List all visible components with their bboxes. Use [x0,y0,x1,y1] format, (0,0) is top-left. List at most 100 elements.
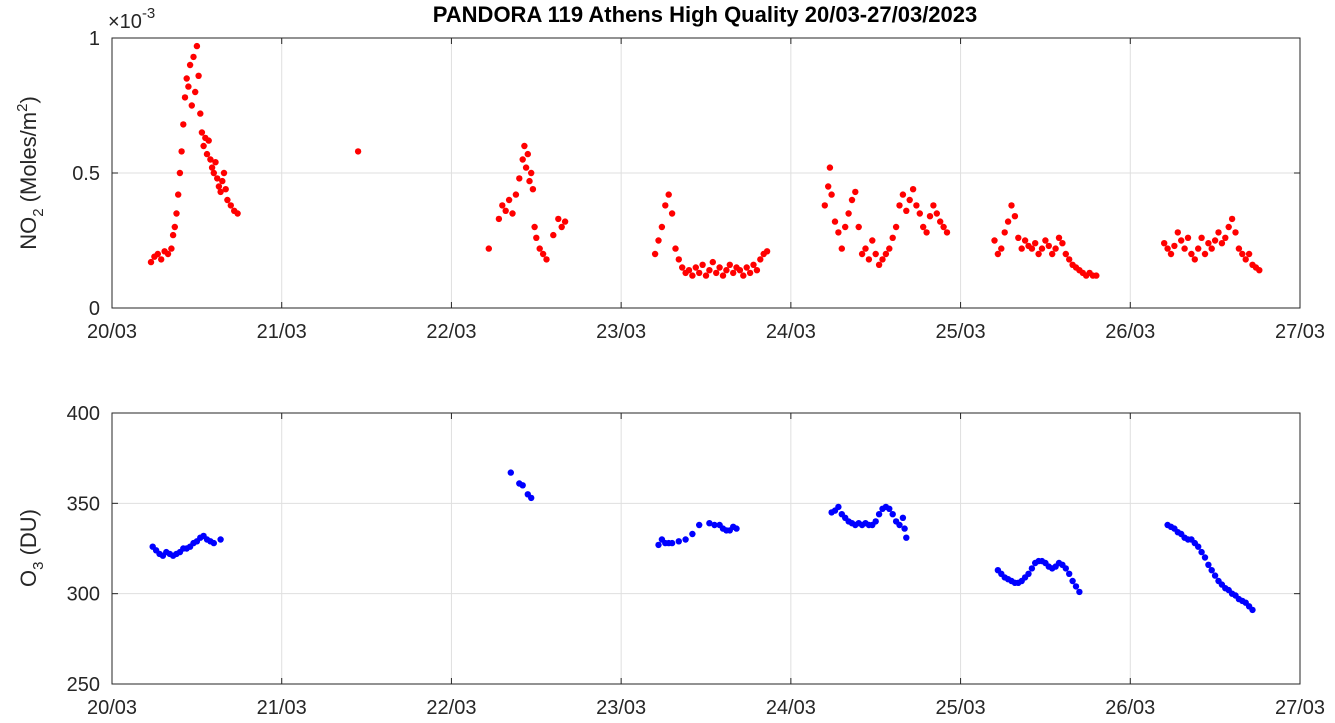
data-point [526,177,533,185]
data-point [195,72,202,80]
data-point [831,218,839,225]
data-point [1042,237,1049,244]
data-point [848,196,856,204]
o3-axes: 20/03 21/03 22/03 23/03 24/03 25/03 26/03 27/03… [16,403,1325,719]
data-point [192,88,199,96]
y-tick-label: 400 [67,403,100,425]
data-point [675,256,682,263]
data-point [665,191,672,198]
data-point [175,191,182,198]
data-point [158,256,165,263]
data-point [1001,229,1008,236]
data-point [672,245,679,252]
data-point [723,267,730,274]
data-point [1032,240,1039,247]
data-point [706,520,713,527]
data-point [1025,570,1032,577]
data-point [1208,567,1215,574]
data-point [875,261,883,268]
data-point [675,538,682,545]
data-point [217,188,224,196]
data-point [991,237,998,244]
data-point [505,196,513,204]
data-point [889,234,896,241]
data-point [197,110,204,117]
data-point [869,237,876,244]
data-point [872,518,879,525]
data-point [1205,561,1212,568]
data-point [1167,250,1175,258]
data-point [180,121,187,128]
data-point [485,245,492,252]
data-point [892,223,900,231]
data-point [933,210,940,217]
data-point [558,223,565,231]
y-tick-label: 0.5 [72,163,100,185]
data-point [655,237,662,244]
data-point [521,142,528,150]
data-point [524,150,531,158]
data-point [536,245,543,252]
data-point [217,536,224,543]
data-point [173,210,180,217]
data-point [220,169,228,177]
data-point [531,223,538,231]
data-point [1198,234,1205,241]
x-tick-label: 27/03 [1275,697,1325,719]
data-point [906,196,913,204]
data-point [651,250,659,258]
figure-title: PANDORA 119 Athens High Quality 20/03-27… [433,2,978,27]
data-point [930,202,937,209]
data-point [1191,256,1199,263]
y-exponent-label: ×10-3 [108,5,155,33]
data-point [658,223,666,231]
data-point [543,256,550,263]
x-tick-label: 25/03 [936,321,986,343]
data-point [205,137,212,144]
data-point [1052,245,1059,252]
data-point [1208,245,1215,252]
y-tick-label: 250 [67,674,100,696]
data-point [186,61,194,69]
data-point [730,269,737,277]
data-point [200,142,207,150]
data-point [499,202,506,209]
data-point [899,514,907,521]
data-point [210,169,217,177]
data-point [533,234,540,241]
y-tick-label: 350 [67,493,100,515]
data-point [858,250,866,258]
data-point [227,202,234,209]
data-point [679,264,686,271]
x-tick-label: 25/03 [936,697,986,719]
data-point [865,256,873,263]
data-point [193,42,201,50]
data-point [746,269,754,277]
data-point [845,210,852,217]
data-point [1072,583,1080,590]
data-point [899,191,907,198]
data-point [164,250,172,258]
data-point [699,261,706,268]
data-point [169,231,177,239]
data-point [696,269,703,277]
x-tick-label: 27/03 [1275,321,1325,343]
data-point [1008,202,1015,209]
y-tick-label: 1 [89,28,100,50]
x-tick-label: 22/03 [426,697,476,719]
data-point [1222,234,1229,241]
data-point [1235,245,1243,252]
data-point [689,272,696,279]
data-point [937,218,944,225]
x-tick-label: 23/03 [596,697,646,719]
data-point [757,256,764,263]
data-point [923,229,930,236]
data-point [916,210,923,217]
data-point [1035,250,1042,258]
data-point [1205,240,1212,247]
data-point [825,183,832,190]
data-point [1195,543,1202,550]
data-point [1161,240,1168,247]
data-point [185,83,192,90]
data-point [668,539,676,547]
